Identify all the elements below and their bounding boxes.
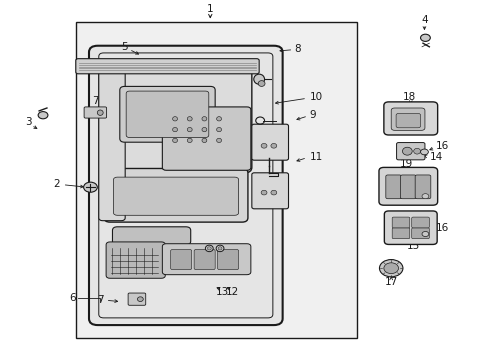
Ellipse shape	[261, 190, 266, 195]
Ellipse shape	[420, 34, 429, 41]
FancyBboxPatch shape	[104, 168, 247, 222]
Ellipse shape	[172, 127, 177, 132]
Bar	[76, 22, 356, 338]
Ellipse shape	[172, 138, 177, 143]
Ellipse shape	[202, 138, 206, 143]
FancyBboxPatch shape	[378, 167, 437, 205]
Ellipse shape	[261, 143, 266, 148]
Ellipse shape	[270, 143, 276, 148]
Ellipse shape	[379, 260, 402, 277]
FancyBboxPatch shape	[194, 249, 215, 270]
Ellipse shape	[187, 127, 192, 132]
Ellipse shape	[137, 297, 143, 302]
Ellipse shape	[253, 74, 264, 84]
FancyBboxPatch shape	[102, 65, 251, 173]
FancyBboxPatch shape	[112, 227, 190, 245]
Text: 9: 9	[309, 110, 316, 120]
Text: 8: 8	[294, 44, 301, 54]
Text: 5: 5	[121, 42, 128, 52]
Ellipse shape	[205, 245, 213, 252]
Ellipse shape	[413, 148, 420, 154]
FancyBboxPatch shape	[385, 175, 401, 199]
Text: 16: 16	[435, 222, 448, 233]
Ellipse shape	[216, 117, 221, 121]
Text: 18: 18	[402, 92, 416, 102]
FancyBboxPatch shape	[99, 60, 125, 221]
Text: 10: 10	[309, 92, 322, 102]
Text: 16: 16	[435, 141, 448, 151]
Ellipse shape	[420, 149, 427, 155]
Ellipse shape	[402, 147, 411, 155]
FancyBboxPatch shape	[84, 107, 106, 118]
FancyBboxPatch shape	[217, 249, 238, 270]
FancyBboxPatch shape	[106, 242, 165, 278]
Text: 11: 11	[309, 152, 322, 162]
Ellipse shape	[172, 117, 177, 121]
Ellipse shape	[187, 138, 192, 143]
Text: 7: 7	[97, 294, 103, 305]
FancyBboxPatch shape	[390, 108, 424, 130]
Ellipse shape	[83, 182, 97, 192]
FancyBboxPatch shape	[383, 102, 437, 135]
Text: 15: 15	[406, 240, 419, 251]
Ellipse shape	[421, 231, 428, 237]
Ellipse shape	[258, 81, 264, 86]
Text: 13: 13	[215, 287, 229, 297]
FancyBboxPatch shape	[384, 211, 436, 244]
FancyBboxPatch shape	[89, 46, 282, 325]
FancyBboxPatch shape	[411, 228, 428, 239]
FancyBboxPatch shape	[391, 217, 409, 228]
FancyBboxPatch shape	[76, 59, 259, 74]
FancyBboxPatch shape	[113, 177, 238, 215]
Text: 7: 7	[92, 96, 99, 106]
FancyBboxPatch shape	[414, 175, 430, 199]
Ellipse shape	[218, 247, 222, 250]
FancyBboxPatch shape	[251, 124, 288, 160]
Ellipse shape	[97, 110, 103, 115]
Text: 6: 6	[69, 293, 76, 303]
FancyBboxPatch shape	[391, 228, 409, 239]
Text: 2: 2	[53, 179, 60, 189]
Ellipse shape	[383, 263, 398, 274]
Ellipse shape	[202, 117, 206, 121]
FancyBboxPatch shape	[128, 293, 145, 305]
Ellipse shape	[216, 127, 221, 132]
FancyBboxPatch shape	[162, 107, 250, 170]
Text: 14: 14	[428, 152, 442, 162]
Text: 3: 3	[25, 117, 32, 127]
Ellipse shape	[38, 112, 48, 119]
FancyBboxPatch shape	[251, 173, 288, 209]
Text: 19: 19	[399, 159, 413, 169]
FancyBboxPatch shape	[411, 217, 428, 228]
FancyBboxPatch shape	[126, 91, 208, 138]
Text: 1: 1	[206, 4, 213, 14]
Ellipse shape	[187, 117, 192, 121]
Ellipse shape	[270, 190, 276, 195]
FancyBboxPatch shape	[395, 113, 420, 128]
FancyBboxPatch shape	[400, 175, 415, 199]
Ellipse shape	[216, 138, 221, 143]
FancyBboxPatch shape	[396, 143, 424, 160]
Ellipse shape	[421, 194, 428, 199]
Ellipse shape	[216, 245, 224, 252]
Ellipse shape	[202, 127, 206, 132]
Text: 17: 17	[384, 276, 397, 287]
Ellipse shape	[207, 247, 211, 250]
Text: 12: 12	[225, 287, 239, 297]
FancyBboxPatch shape	[162, 244, 250, 275]
FancyBboxPatch shape	[170, 249, 191, 270]
Text: 4: 4	[420, 15, 427, 25]
FancyBboxPatch shape	[120, 86, 215, 142]
